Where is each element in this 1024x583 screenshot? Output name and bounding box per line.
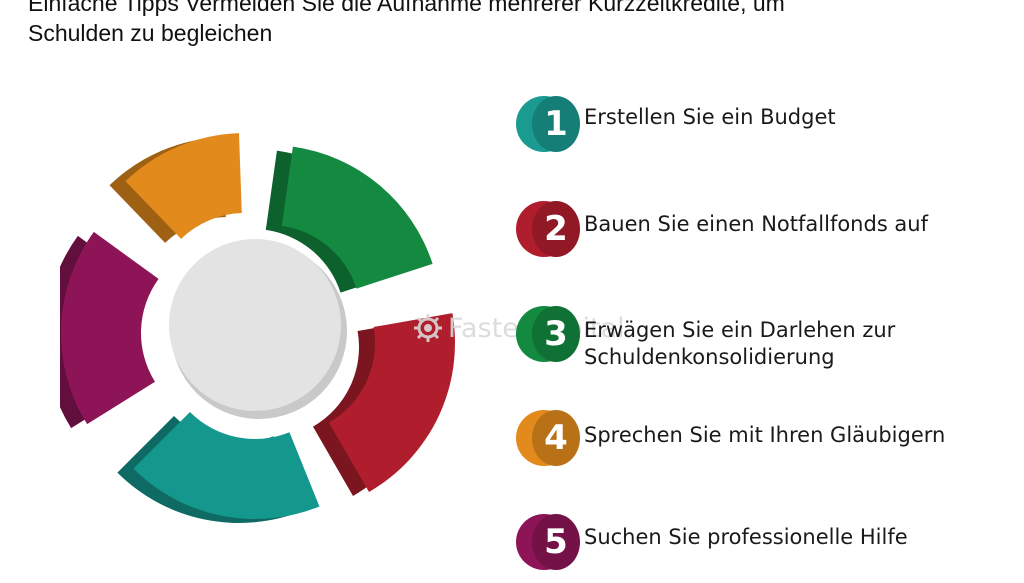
step-number: 3 <box>544 314 568 354</box>
title-line-1: Einfache Tipps Vermeiden Sie die Aufnahm… <box>28 0 785 16</box>
badge-shape-icon <box>516 96 580 152</box>
gear-icon <box>414 314 442 342</box>
step-label: Sprechen Sie mit Ihren Gläubigern <box>584 423 946 447</box>
step-item-3: 3 Erwägen Sie ein Darlehen zur Schuldenk… <box>512 298 895 370</box>
badge-shape-icon <box>516 410 580 466</box>
segmented-donut-diagram <box>60 133 455 523</box>
donut-segment-red <box>313 313 455 496</box>
title-line-2: Schulden zu begleichen <box>28 20 273 46</box>
badge-shape-icon <box>516 201 580 257</box>
step-badge-1: 1 <box>512 88 584 160</box>
step-label: Bauen Sie einen Notfallfonds auf <box>584 212 929 236</box>
step-badge-5: 5 <box>512 506 584 578</box>
step-badge-2: 2 <box>512 193 584 265</box>
step-number: 5 <box>544 522 568 562</box>
step-label: Erstellen Sie ein Budget <box>584 105 836 129</box>
step-badge-3: 3 <box>512 298 584 370</box>
donut-segment-green <box>265 146 433 293</box>
step-item-1: 1 Erstellen Sie ein Budget <box>512 88 836 160</box>
step-number: 4 <box>544 418 568 458</box>
page-title: Einfache Tipps Vermeiden Sie die Aufnahm… <box>28 0 988 48</box>
badge-shape-icon <box>516 514 580 570</box>
step-number: 1 <box>544 104 568 144</box>
steps-list: 1 Erstellen Sie ein Budget 2 Bauen Sie e… <box>512 0 1012 583</box>
step-number: 2 <box>544 209 568 249</box>
donut-segment-orange <box>109 133 242 243</box>
donut-center <box>169 239 341 411</box>
donut-segment-purple <box>60 231 159 429</box>
step-item-5: 5 Suchen Sie professionelle Hilfe <box>512 506 908 578</box>
donut-segment-teal <box>117 412 320 523</box>
step-label: Erwägen Sie ein Darlehen zur Schuldenkon… <box>584 318 896 369</box>
step-item-2: 2 Bauen Sie einen Notfallfonds auf <box>512 193 928 265</box>
step-badge-4: 4 <box>512 402 584 474</box>
badge-shape-icon <box>516 306 580 362</box>
step-label: Suchen Sie professionelle Hilfe <box>584 525 908 549</box>
step-item-4: 4 Sprechen Sie mit Ihren Gläubigern <box>512 402 945 474</box>
